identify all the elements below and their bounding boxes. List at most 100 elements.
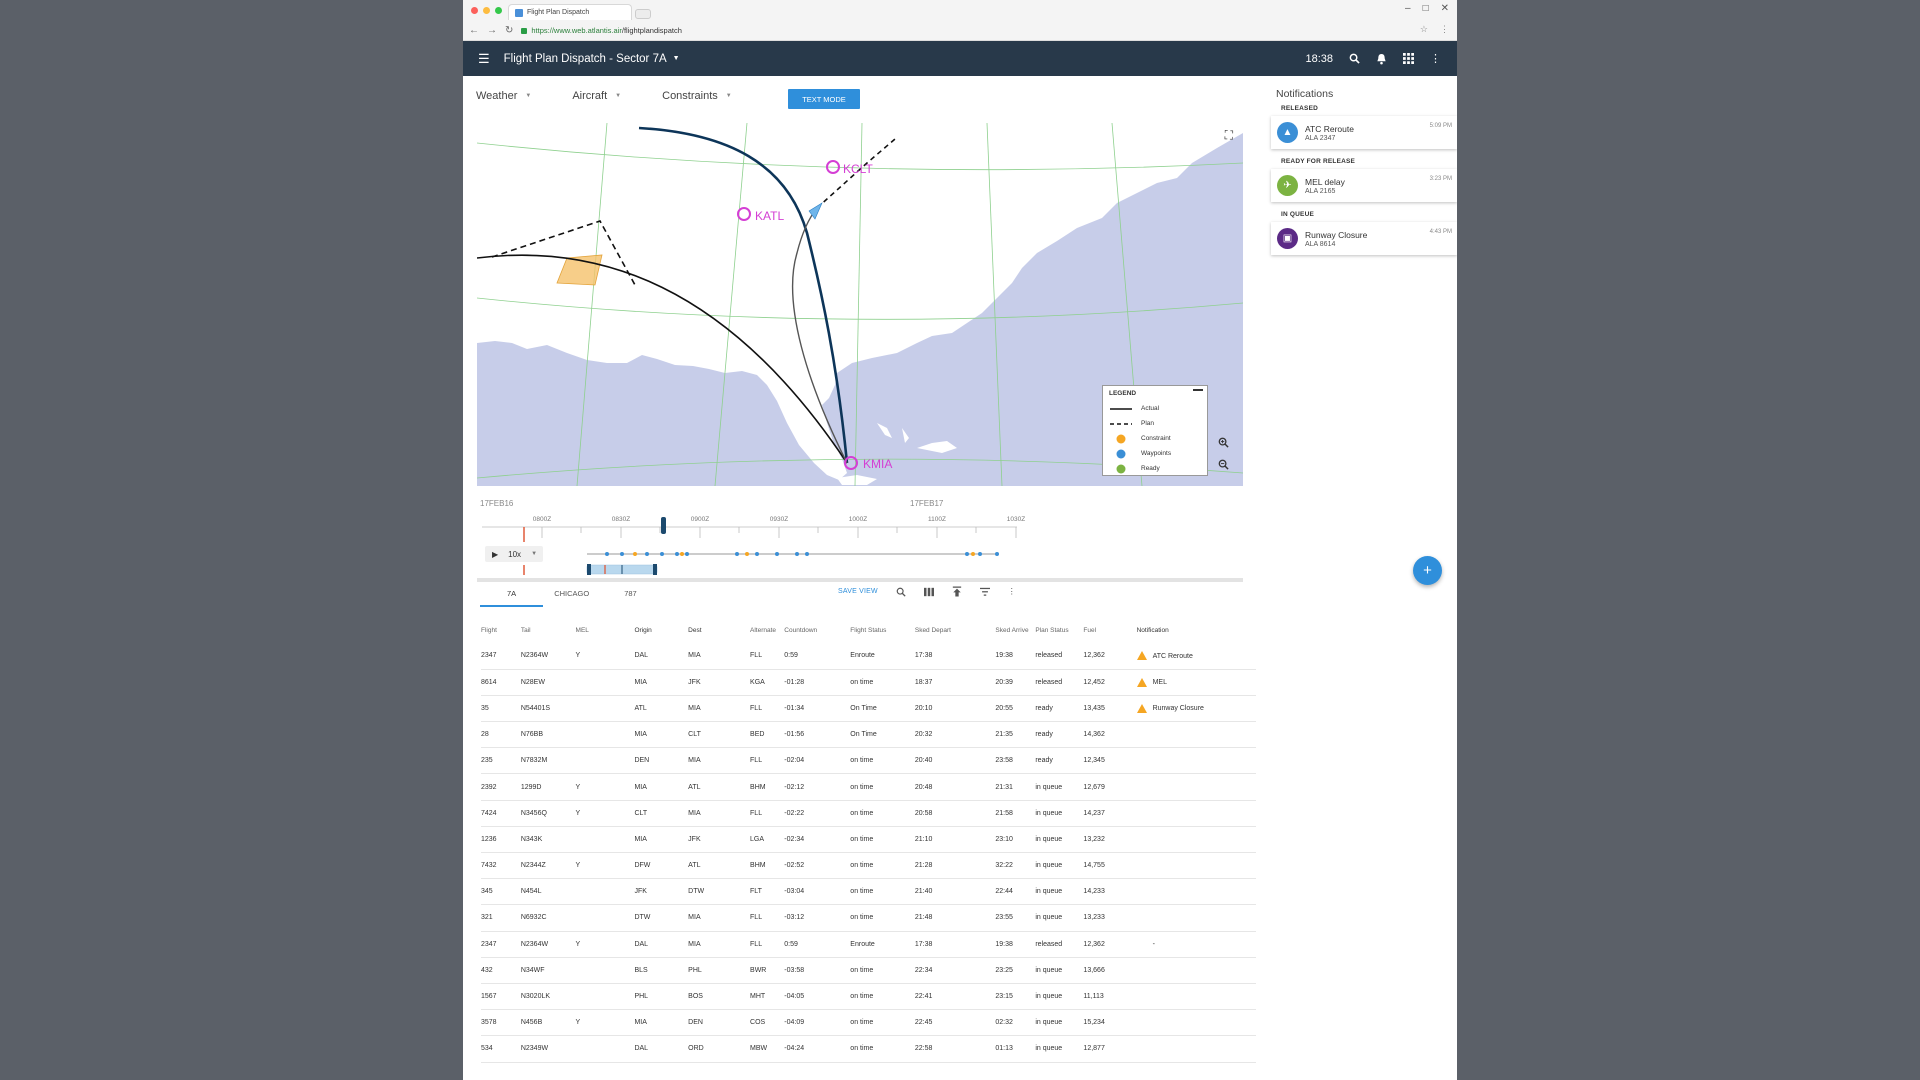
- column-header[interactable]: Notification: [1136, 627, 1169, 634]
- save-view-button[interactable]: SAVE VIEW: [838, 588, 878, 595]
- column-header[interactable]: Sked Depart: [914, 627, 951, 634]
- title-dropdown-icon[interactable]: ▼: [672, 55, 680, 62]
- table-row[interactable]: 235 N7832M DEN MIA FLL -02:04 on time 20:40 23:5…: [481, 747, 1256, 775]
- table-cell: 2347: [481, 643, 521, 670]
- columns-icon[interactable]: [923, 587, 934, 597]
- tab-7a[interactable]: 7A: [480, 585, 544, 607]
- browser-window: Flight Plan Dispatch – □ ✕ ← → ↻ https:/…: [463, 0, 1457, 1080]
- more-vert-icon[interactable]: ⋮: [1007, 587, 1016, 596]
- table-cell: 23:55: [995, 904, 1036, 932]
- column-header[interactable]: Flight: [481, 627, 497, 634]
- table-cell: N3020LK: [520, 983, 576, 1011]
- table-cell: -03:58: [784, 957, 851, 984]
- aircraft-filter[interactable]: Aircraft ▼: [572, 90, 621, 102]
- table-row[interactable]: 1236 N343K MIA JFK LGA -02:34 on time 21:10 23:1…: [481, 826, 1256, 854]
- constraints-filter[interactable]: Constraints ▼: [662, 90, 732, 102]
- search-icon[interactable]: [1349, 53, 1360, 64]
- filter-icon[interactable]: [979, 587, 990, 597]
- more-vert-icon[interactable]: ⋮: [1430, 53, 1441, 65]
- table-row[interactable]: 7432 N2344Z Y DFW ATL BHM -02:52 on time 21:28 32…: [481, 852, 1256, 880]
- column-header[interactable]: Countdown: [784, 627, 818, 634]
- notification-card[interactable]: ▲ ATC Reroute ALA 2347 5:09 PM: [1271, 116, 1457, 149]
- table-row[interactable]: 2347 N2364W Y DAL MIA FLL 0:59 Enroute 17:38 19:3…: [481, 643, 1256, 670]
- add-button[interactable]: +: [1413, 556, 1442, 585]
- new-tab-button[interactable]: [635, 9, 651, 19]
- table-row[interactable]: 2392 1299D Y MIA ATL BHM -02:12 on time 20:48 21:…: [481, 773, 1256, 801]
- table-cell: DFW: [634, 852, 689, 880]
- map-canvas[interactable]: KCLT KATL KMIA: [477, 123, 1243, 486]
- timeline-track[interactable]: [477, 490, 1243, 582]
- table-row[interactable]: 321 N6932C DTW MIA FLL -03:12 on time 21:48 23:5…: [481, 904, 1256, 932]
- zoom-in-icon[interactable]: [1218, 437, 1229, 448]
- table-row[interactable]: 432 N34WF BLS PHL BWR -03:58 on time 22:34 23:25…: [481, 957, 1256, 984]
- hamburger-menu-icon[interactable]: ☰: [478, 50, 490, 66]
- zoom-out-icon[interactable]: [1218, 459, 1229, 470]
- minimize-dot[interactable]: [483, 7, 490, 14]
- column-header[interactable]: Dest: [688, 627, 702, 634]
- table-row[interactable]: 2347 N2364W Y DAL MIA FLL 0:59 Enroute 17:38 19:3…: [481, 931, 1256, 958]
- table-cell: 13,666: [1083, 957, 1137, 984]
- playback-speed[interactable]: 10x: [508, 549, 522, 559]
- column-header[interactable]: Plan Status: [1035, 627, 1069, 634]
- column-header[interactable]: Tail: [520, 627, 531, 634]
- text-mode-button[interactable]: TEXT MODE: [788, 89, 860, 109]
- column-header[interactable]: Fuel: [1083, 627, 1097, 634]
- table-row[interactable]: 35 N54401S ATL MIA FLL -01:34 On Time 20:10 20:5…: [481, 695, 1256, 723]
- table-cell: 13,435: [1083, 695, 1137, 723]
- bookmark-star-icon[interactable]: ☆: [1419, 24, 1428, 34]
- airport-kclt-marker[interactable]: [826, 160, 840, 174]
- timeline-panel[interactable]: 17FEB16 17FEB17 0800Z 0830Z 0900Z 0930Z …: [477, 490, 1243, 582]
- table-cell: 1567: [481, 983, 521, 1011]
- airport-katl-marker[interactable]: [737, 207, 751, 221]
- table-cell: N2344Z: [520, 852, 576, 880]
- column-header[interactable]: Flight Status: [850, 627, 887, 634]
- fullscreen-icon[interactable]: ⛶: [1224, 128, 1233, 142]
- weather-filter[interactable]: Weather ▼: [476, 90, 531, 102]
- back-icon[interactable]: ←: [469, 25, 479, 36]
- tab-chicago[interactable]: CHICAGO: [554, 589, 590, 598]
- tab-787[interactable]: 787: [624, 589, 637, 598]
- column-header[interactable]: Alternate: [750, 627, 777, 634]
- maximize-dot[interactable]: [495, 7, 502, 14]
- notification-bell-icon[interactable]: [1376, 53, 1387, 65]
- upload-icon[interactable]: [952, 586, 962, 597]
- table-cell: -01:56: [784, 721, 851, 749]
- flight-map[interactable]: KCLT KATL KMIA ⛶ LEGEND Actual Plan Cons…: [477, 123, 1243, 486]
- play-icon[interactable]: ▶: [492, 549, 499, 559]
- notification-card[interactable]: ▣ Runway Closure ALA 8614 4:43 PM: [1271, 222, 1457, 255]
- table-cell: On Time: [850, 721, 915, 749]
- close-dot[interactable]: [471, 7, 478, 14]
- table-cell: 0:59: [784, 643, 851, 670]
- column-header[interactable]: Origin: [634, 627, 652, 634]
- browser-tab[interactable]: Flight Plan Dispatch: [508, 4, 632, 20]
- table-row[interactable]: 28 N76BB MIA CLT BED -01:56 On Time 20:32 21:35 r…: [481, 721, 1256, 749]
- airport-kmia-marker[interactable]: [844, 456, 858, 470]
- table-cell: N454L: [520, 878, 576, 906]
- constraints-filter-label: Constraints: [662, 90, 718, 102]
- url-host: www.web.atlantis.air: [553, 26, 622, 35]
- close-icon[interactable]: ✕: [1440, 3, 1449, 14]
- search-icon[interactable]: [896, 587, 906, 597]
- table-row[interactable]: 345 N454L JFK DTW FLT -03:04 on time 21:40 22:44…: [481, 878, 1256, 906]
- column-header[interactable]: MEL: [575, 627, 589, 634]
- minimize-icon[interactable]: –: [1405, 3, 1411, 14]
- table-row[interactable]: 3578 N456B Y MIA DEN COS -04:09 on time 22:45 02:…: [481, 1009, 1256, 1037]
- notification-card[interactable]: ✈ MEL delay ALA 2165 3:23 PM: [1271, 169, 1457, 202]
- column-header[interactable]: Sked Arrive: [995, 627, 1029, 634]
- legend-minimize-icon[interactable]: [1193, 389, 1203, 391]
- page-title[interactable]: Flight Plan Dispatch - Sector 7A: [503, 52, 667, 65]
- browser-menu-icon[interactable]: ⋮: [1440, 24, 1449, 34]
- table-row[interactable]: 7424 N3456Q Y CLT MIA FLL -02:22 on time 20:58 21…: [481, 800, 1256, 827]
- table-cell: in queue: [1035, 1035, 1084, 1063]
- address-bar[interactable]: https://www.web.atlantis.air/flightpland…: [521, 26, 682, 35]
- table-row[interactable]: 534 N2349W DAL ORD MBW -04:24 on time 22:58 01:1…: [481, 1035, 1256, 1063]
- table-cell: 12,679: [1083, 773, 1137, 801]
- forward-icon[interactable]: →: [487, 25, 497, 36]
- apps-grid-icon[interactable]: [1403, 53, 1414, 64]
- playback-control[interactable]: ▶ 10x ▼: [485, 546, 543, 562]
- timeline-date-end: 17FEB17: [910, 499, 944, 508]
- restore-icon[interactable]: □: [1422, 3, 1429, 14]
- table-row[interactable]: 1567 N3020LK PHL BOS MHT -04:05 on time 22:41 23…: [481, 983, 1256, 1011]
- reload-icon[interactable]: ↻: [505, 25, 514, 36]
- table-row[interactable]: 8614 N28EW MIA JFK KGA -01:28 on time 18:37 20:3…: [481, 669, 1256, 696]
